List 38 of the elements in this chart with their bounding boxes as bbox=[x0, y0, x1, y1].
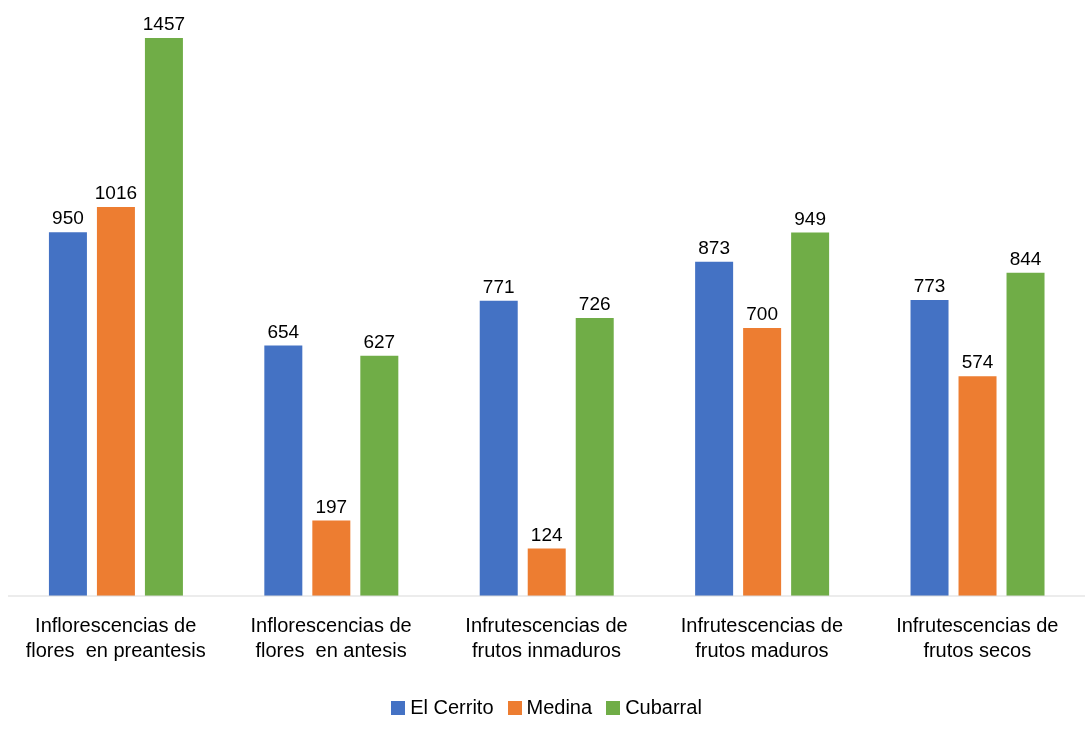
x-tick-label: Inflorescencias de flores en antesis bbox=[250, 614, 412, 661]
data-label: 773 bbox=[913, 274, 946, 296]
bar bbox=[1006, 272, 1045, 596]
bar bbox=[360, 355, 399, 596]
data-label: 844 bbox=[1009, 247, 1042, 269]
data-label: 771 bbox=[482, 275, 515, 297]
x-tick-label: Inflorescencias de flores en preantesis bbox=[25, 614, 206, 661]
bar bbox=[96, 206, 135, 596]
data-label: 726 bbox=[578, 292, 611, 314]
bar bbox=[144, 38, 183, 596]
x-tick-label: Infrutescencias de frutos inmaduros bbox=[465, 614, 628, 661]
bar bbox=[910, 299, 949, 596]
x-tick-label: Infrutescencias de frutos maduros bbox=[680, 614, 844, 661]
data-label: 950 bbox=[52, 207, 84, 229]
data-label: 627 bbox=[363, 330, 396, 352]
legend-label: Cubarral bbox=[624, 696, 702, 719]
data-label: 574 bbox=[961, 351, 994, 373]
legend-label: El Cerrito bbox=[409, 696, 494, 719]
x-tick-label: Infrutescencias de frutos secos bbox=[896, 614, 1059, 661]
data-label: 1457 bbox=[142, 13, 186, 34]
bar bbox=[264, 345, 303, 596]
bar bbox=[743, 327, 782, 596]
legend-label: Medina bbox=[525, 696, 593, 719]
bar bbox=[958, 376, 997, 596]
data-label: 1016 bbox=[94, 181, 138, 203]
data-label: 197 bbox=[315, 495, 348, 517]
bar bbox=[695, 261, 734, 596]
bar bbox=[479, 300, 518, 596]
bar bbox=[312, 520, 351, 596]
data-label: 124 bbox=[530, 523, 564, 545]
bar bbox=[527, 548, 566, 596]
data-label: 873 bbox=[698, 236, 730, 258]
data-label: 700 bbox=[746, 302, 778, 324]
bar bbox=[575, 317, 614, 596]
bar bbox=[48, 232, 87, 596]
data-label: 654 bbox=[267, 320, 300, 342]
bar bbox=[791, 232, 830, 596]
data-label: 949 bbox=[794, 207, 826, 229]
